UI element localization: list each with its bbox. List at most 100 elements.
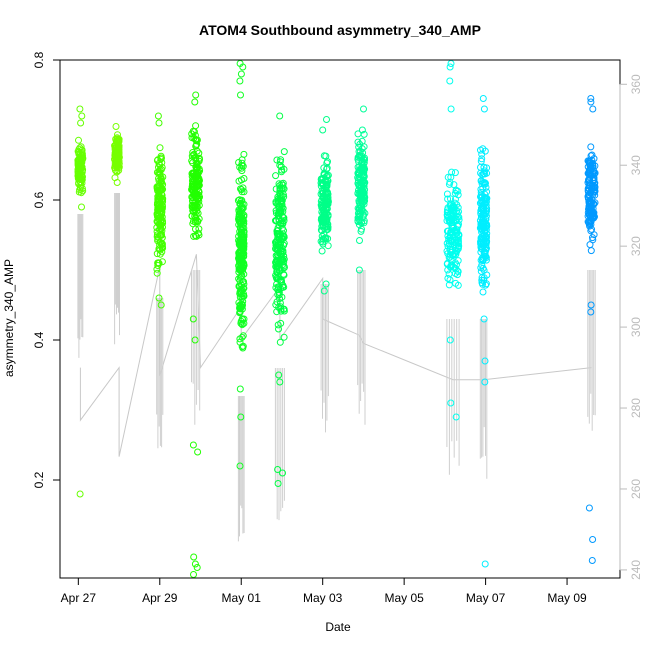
data-point [193, 232, 200, 240]
data-point [278, 197, 286, 205]
data-point [76, 178, 84, 186]
data-point [480, 234, 488, 242]
data-point [454, 281, 462, 289]
data-point [446, 253, 454, 261]
data-point [75, 136, 82, 144]
data-point [192, 91, 200, 99]
data-point [154, 112, 162, 120]
data-point [443, 217, 451, 225]
data-point [355, 266, 363, 274]
data-point [274, 480, 282, 487]
data-point [238, 258, 246, 266]
point-cluster [188, 91, 204, 578]
data-point [277, 254, 285, 262]
data-point [195, 165, 203, 173]
data-point [588, 557, 596, 564]
data-point [112, 151, 120, 159]
data-point [154, 193, 162, 201]
data-point [481, 378, 489, 386]
data-point [273, 156, 281, 164]
data-point [272, 172, 280, 180]
data-point [277, 220, 285, 227]
data-point [317, 176, 325, 183]
data-point [239, 204, 247, 212]
data-point [319, 126, 327, 134]
data-point [445, 281, 453, 289]
x-tick-label: Apr 29 [142, 591, 178, 605]
data-point [237, 215, 244, 223]
y-tick-label: 0.6 [32, 191, 46, 208]
data-point [240, 224, 248, 232]
data-point [359, 176, 367, 184]
data-point [319, 215, 327, 223]
data-point [276, 299, 284, 307]
data-point [320, 235, 328, 243]
data-point [451, 169, 459, 177]
data-point [479, 288, 487, 296]
data-point [356, 217, 364, 225]
data-point [280, 233, 288, 241]
data-point [235, 275, 243, 283]
data-point [276, 112, 284, 120]
data-point [323, 197, 331, 205]
data-point [280, 148, 288, 156]
data-point [324, 158, 331, 166]
data-point [355, 182, 363, 190]
data-point [155, 119, 163, 127]
data-point [238, 228, 246, 236]
data-point [480, 163, 488, 171]
data-point [238, 293, 246, 301]
data-point [453, 261, 460, 269]
data-point [115, 160, 123, 168]
data-point [238, 159, 246, 167]
data-point [236, 385, 244, 393]
data-point [320, 287, 328, 295]
data-point [273, 308, 281, 316]
data-point [191, 203, 199, 211]
data-point [189, 186, 197, 194]
grey-trace-series [77, 193, 596, 542]
y-tick-label: 0.4 [32, 331, 46, 348]
data-point [319, 218, 327, 226]
data-point [446, 77, 454, 85]
y-tick-label: 0.2 [32, 471, 46, 488]
data-point [273, 280, 281, 288]
data-point [274, 197, 282, 204]
y-axis-right: 240 260 280 300 320 340 360 [619, 74, 643, 580]
data-point [481, 167, 489, 175]
data-point [447, 105, 455, 113]
data-point [356, 237, 363, 244]
data-point [194, 448, 202, 456]
data-point [482, 256, 490, 264]
data-point [591, 213, 598, 221]
data-point [154, 235, 162, 243]
data-point [275, 284, 283, 292]
data-point [590, 177, 598, 185]
data-point [189, 441, 197, 449]
y-tick-label: 0.8 [32, 51, 46, 68]
data-point [74, 159, 82, 167]
data-point [274, 230, 281, 238]
data-point [234, 197, 242, 204]
data-point [479, 243, 487, 251]
data-point [477, 157, 485, 165]
data-point [189, 149, 197, 156]
data-point [276, 184, 284, 192]
data-point [590, 188, 598, 196]
data-point [236, 77, 244, 85]
data-point [195, 225, 203, 233]
data-point [275, 325, 282, 333]
data-point [156, 144, 164, 152]
data-point [450, 204, 457, 212]
data-point [158, 202, 166, 210]
data-point [236, 308, 244, 316]
data-point [479, 95, 487, 102]
data-point [324, 220, 332, 228]
data-point [323, 116, 330, 123]
data-point [192, 122, 200, 130]
point-cluster [354, 105, 369, 274]
data-point [154, 183, 162, 191]
data-point [114, 131, 121, 139]
data-point [114, 135, 122, 143]
data-point [153, 250, 161, 258]
